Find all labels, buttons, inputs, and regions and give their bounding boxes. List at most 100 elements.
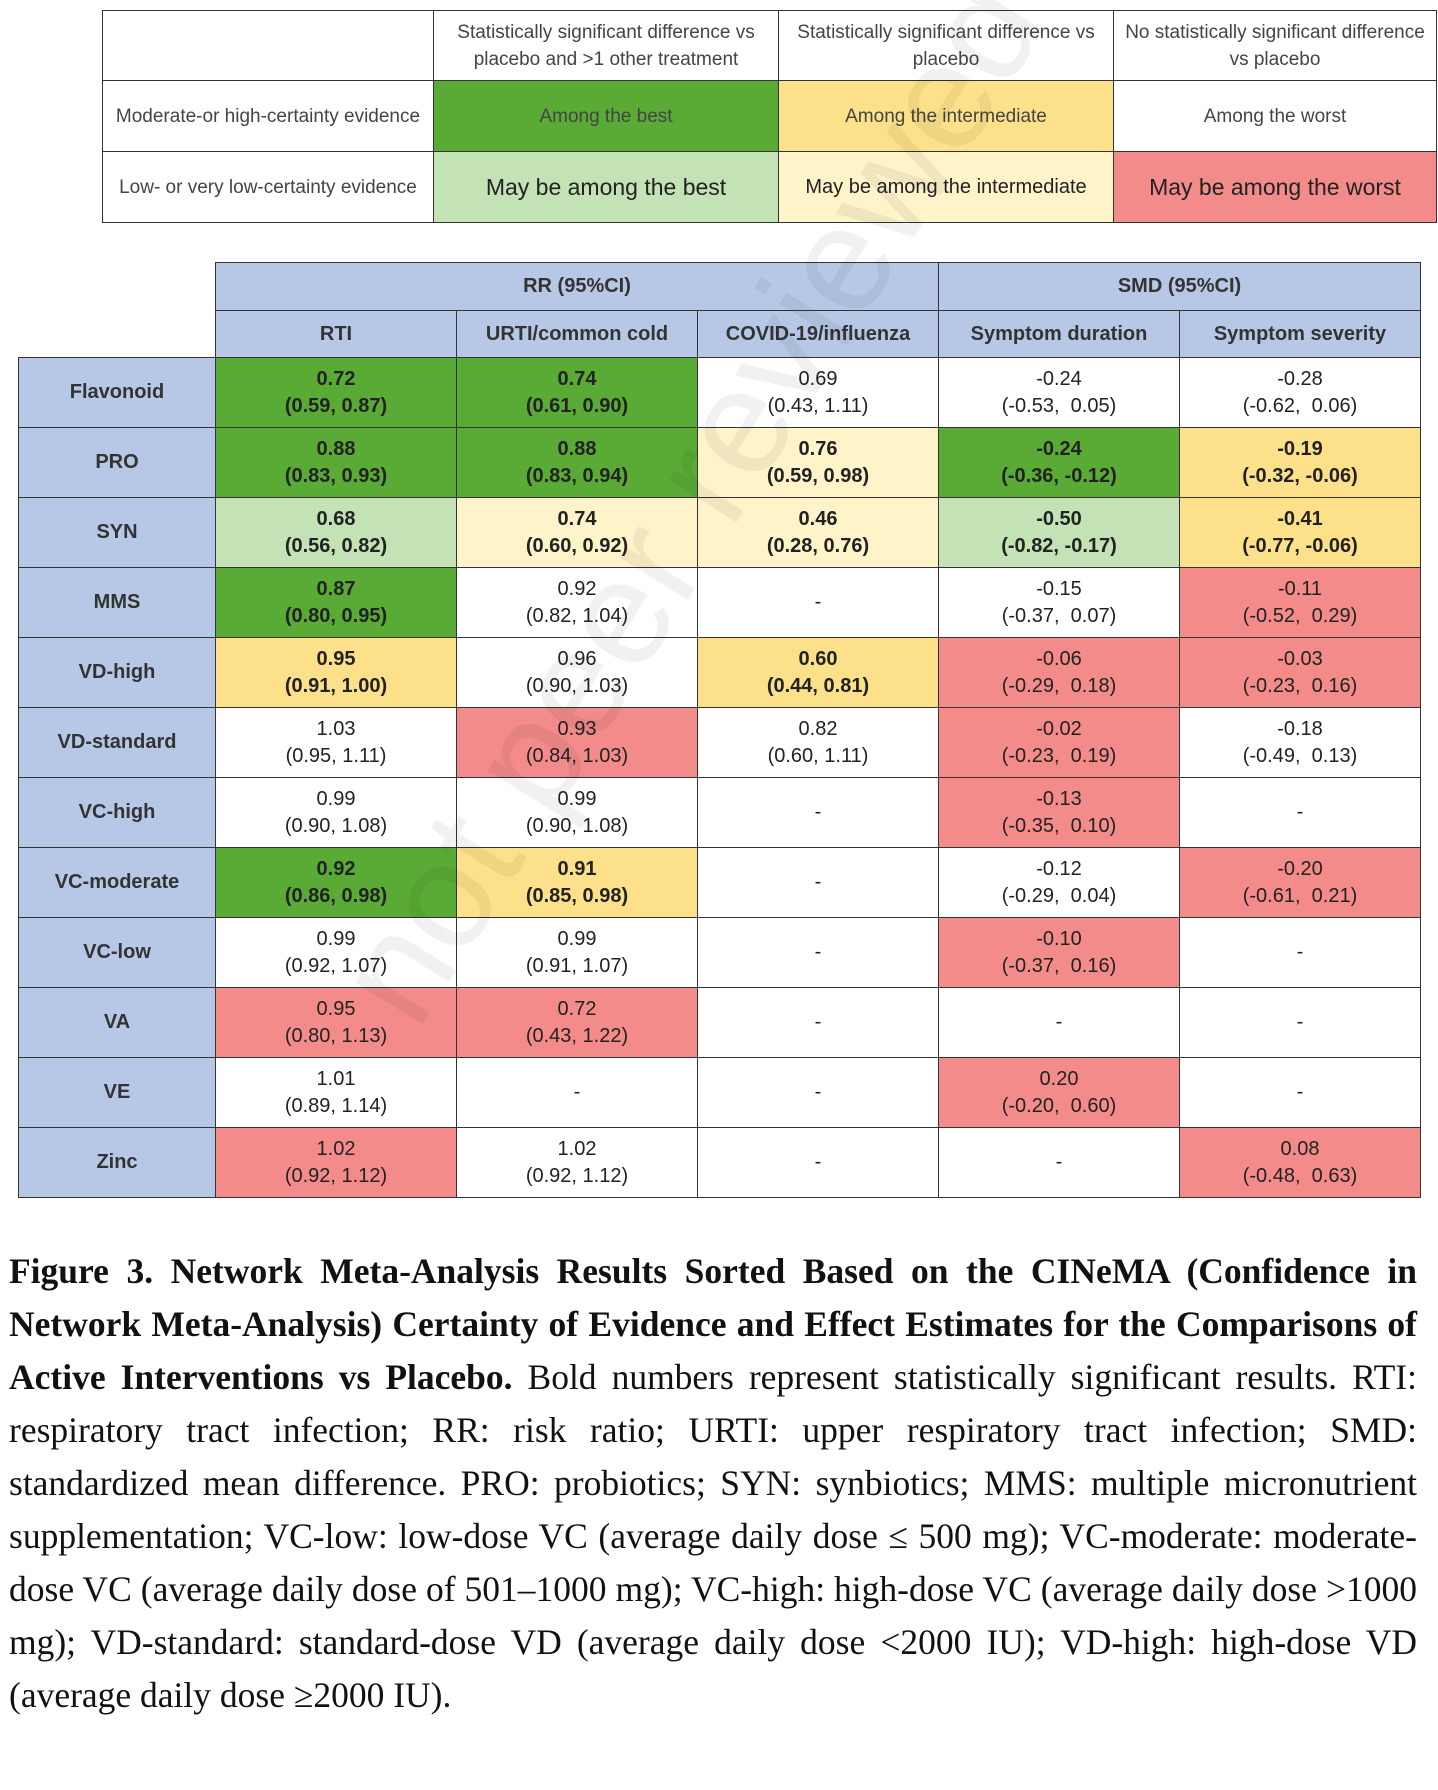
confidence-interval: (0.60, 0.92) xyxy=(525,534,629,557)
result-cell: - xyxy=(938,987,1180,1058)
effect-estimate: -0.19 xyxy=(1277,437,1323,460)
table-row: VA 0.95 (0.80, 1.13) 0.72 (0.43, 1.22) - - - xyxy=(18,987,1421,1058)
result-cell: - xyxy=(456,1057,698,1128)
result-cell: 0.74 (0.60, 0.92) xyxy=(456,497,698,568)
confidence-interval: (-0.36, -0.12) xyxy=(1001,464,1117,487)
confidence-interval: (-0.53, 0.05) xyxy=(1001,394,1117,417)
result-cell: -0.11 (-0.52, 0.29) xyxy=(1179,567,1421,638)
confidence-interval: (0.44, 0.81) xyxy=(766,674,870,697)
result-cell: 0.92 (0.82, 1.04) xyxy=(456,567,698,638)
effect-estimate: 1.01 xyxy=(316,1067,356,1090)
caption-title: Figure 3. Network Meta-Analysis Results … xyxy=(9,1251,1417,1397)
legend-row-label-moderate-high: Moderate-or high-certainty evidence xyxy=(102,80,434,152)
table-row: MMS 0.87 (0.80, 0.95) 0.92 (0.82, 1.04) - -0.1… xyxy=(18,567,1421,638)
legend-header-sig-vs-placebo-and-other: Statistically significant difference vs … xyxy=(433,10,779,81)
effect-estimate: - xyxy=(814,1081,822,1103)
result-cell: 0.99 (0.90, 1.08) xyxy=(456,777,698,848)
effect-estimate: -0.15 xyxy=(1036,577,1082,600)
effect-estimate: 0.60 xyxy=(798,647,838,670)
confidence-interval: (0.43, 1.22) xyxy=(525,1024,629,1047)
legend-among-intermediate: Among the intermediate xyxy=(778,80,1114,152)
confidence-interval: (0.89, 1.14) xyxy=(284,1094,388,1117)
effect-estimate: 0.74 xyxy=(557,367,597,390)
result-cell: - xyxy=(697,1127,939,1198)
effect-estimate: 0.20 xyxy=(1039,1067,1079,1090)
confidence-interval: (-0.23, 0.16) xyxy=(1242,674,1358,697)
effect-estimate: 0.88 xyxy=(557,437,597,460)
table-row: SYN 0.68 (0.56, 0.82) 0.74 (0.60, 0.92) 0.46 (… xyxy=(18,497,1421,568)
effect-estimate: - xyxy=(814,1151,822,1173)
effect-estimate: - xyxy=(1296,1081,1304,1103)
confidence-interval: (0.83, 0.93) xyxy=(284,464,388,487)
confidence-interval: (-0.32, -0.06) xyxy=(1242,464,1358,487)
confidence-interval: (-0.77, -0.06) xyxy=(1242,534,1358,557)
confidence-interval: (0.59, 0.98) xyxy=(766,464,870,487)
column-header-symptom-duration: Symptom duration xyxy=(938,310,1180,358)
effect-estimate: -0.18 xyxy=(1277,717,1323,740)
row-label: VE xyxy=(18,1057,216,1128)
confidence-interval: (0.60, 1.11) xyxy=(767,744,869,767)
effect-estimate: -0.11 xyxy=(1277,577,1323,600)
result-cell: 1.03 (0.95, 1.11) xyxy=(215,707,457,778)
effect-estimate: 0.95 xyxy=(316,647,356,670)
result-cell: -0.24 (-0.53, 0.05) xyxy=(938,357,1180,428)
legend-header-empty xyxy=(102,10,434,81)
table-row: VC-moderate 0.92 (0.86, 0.98) 0.91 (0.85, 0.… xyxy=(18,847,1421,918)
result-cell: 0.96 (0.90, 1.03) xyxy=(456,637,698,708)
result-cell: 0.69 (0.43, 1.11) xyxy=(697,357,939,428)
confidence-interval: (-0.52, 0.29) xyxy=(1242,604,1358,627)
confidence-interval: (0.59, 0.87) xyxy=(284,394,388,417)
group-header-smd: SMD (95%CI) xyxy=(938,262,1421,311)
effect-estimate: -0.28 xyxy=(1277,367,1323,390)
effect-estimate: -0.24 xyxy=(1036,437,1082,460)
result-cell: 0.99 (0.92, 1.07) xyxy=(215,917,457,988)
row-label: PRO xyxy=(18,427,216,498)
result-cell: -0.24 (-0.36, -0.12) xyxy=(938,427,1180,498)
confidence-interval: (0.86, 0.98) xyxy=(284,884,388,907)
result-cell: 0.68 (0.56, 0.82) xyxy=(215,497,457,568)
effect-estimate: - xyxy=(814,1011,822,1033)
result-cell: -0.18 (-0.49, 0.13) xyxy=(1179,707,1421,778)
legend-may-be-worst: May be among the worst xyxy=(1113,151,1437,223)
result-cell: 0.46 (0.28, 0.76) xyxy=(697,497,939,568)
table-row: VC-high 0.99 (0.90, 1.08) 0.99 (0.90, 1.08) -… xyxy=(18,777,1421,848)
confidence-interval: (0.28, 0.76) xyxy=(766,534,870,557)
legend-among-best: Among the best xyxy=(433,80,779,152)
effect-estimate: 0.99 xyxy=(316,787,356,810)
effect-estimate: 0.99 xyxy=(557,787,597,810)
table-row: VD-high 0.95 (0.91, 1.00) 0.96 (0.90, 1.03) 0… xyxy=(18,637,1421,708)
column-header-symptom-severity: Symptom severity xyxy=(1179,310,1421,358)
legend-row-label-low: Low- or very low-certainty evidence xyxy=(102,151,434,223)
confidence-interval: (0.92, 1.12) xyxy=(284,1164,388,1187)
effect-estimate: 0.76 xyxy=(798,437,838,460)
effect-estimate: -0.12 xyxy=(1036,857,1082,880)
confidence-interval: (0.43, 1.11) xyxy=(767,394,869,417)
confidence-interval: (0.56, 0.82) xyxy=(284,534,388,557)
confidence-interval: (-0.82, -0.17) xyxy=(1001,534,1117,557)
group-header-rr: RR (95%CI) xyxy=(215,262,939,311)
effect-estimate: 0.72 xyxy=(557,997,597,1020)
effect-estimate: 0.95 xyxy=(316,997,356,1020)
effect-estimate: 0.68 xyxy=(316,507,356,530)
confidence-interval: (0.61, 0.90) xyxy=(525,394,629,417)
results-body: Flavonoid 0.72 (0.59, 0.87) 0.74 (0.61, 0.90… xyxy=(18,357,1421,1198)
effect-estimate: -0.10 xyxy=(1036,927,1082,950)
result-cell: 0.92 (0.86, 0.98) xyxy=(215,847,457,918)
result-cell: -0.13 (-0.35, 0.10) xyxy=(938,777,1180,848)
result-cell: 0.88 (0.83, 0.93) xyxy=(215,427,457,498)
confidence-interval: (0.84, 1.03) xyxy=(525,744,629,767)
effect-estimate: - xyxy=(1055,1151,1063,1173)
result-cell: 1.02 (0.92, 1.12) xyxy=(456,1127,698,1198)
row-label: VD-standard xyxy=(18,707,216,778)
result-cell: 0.72 (0.43, 1.22) xyxy=(456,987,698,1058)
effect-estimate: 0.96 xyxy=(557,647,597,670)
result-cell: - xyxy=(697,987,939,1058)
result-cell: - xyxy=(1179,917,1421,988)
confidence-interval: (-0.35, 0.10) xyxy=(1001,814,1117,837)
effect-estimate: -0.50 xyxy=(1036,507,1082,530)
result-cell: 0.60 (0.44, 0.81) xyxy=(697,637,939,708)
confidence-interval: (0.82, 1.04) xyxy=(525,604,629,627)
result-cell: - xyxy=(1179,1057,1421,1128)
confidence-interval: (-0.37, 0.07) xyxy=(1001,604,1117,627)
effect-estimate: - xyxy=(814,871,822,893)
